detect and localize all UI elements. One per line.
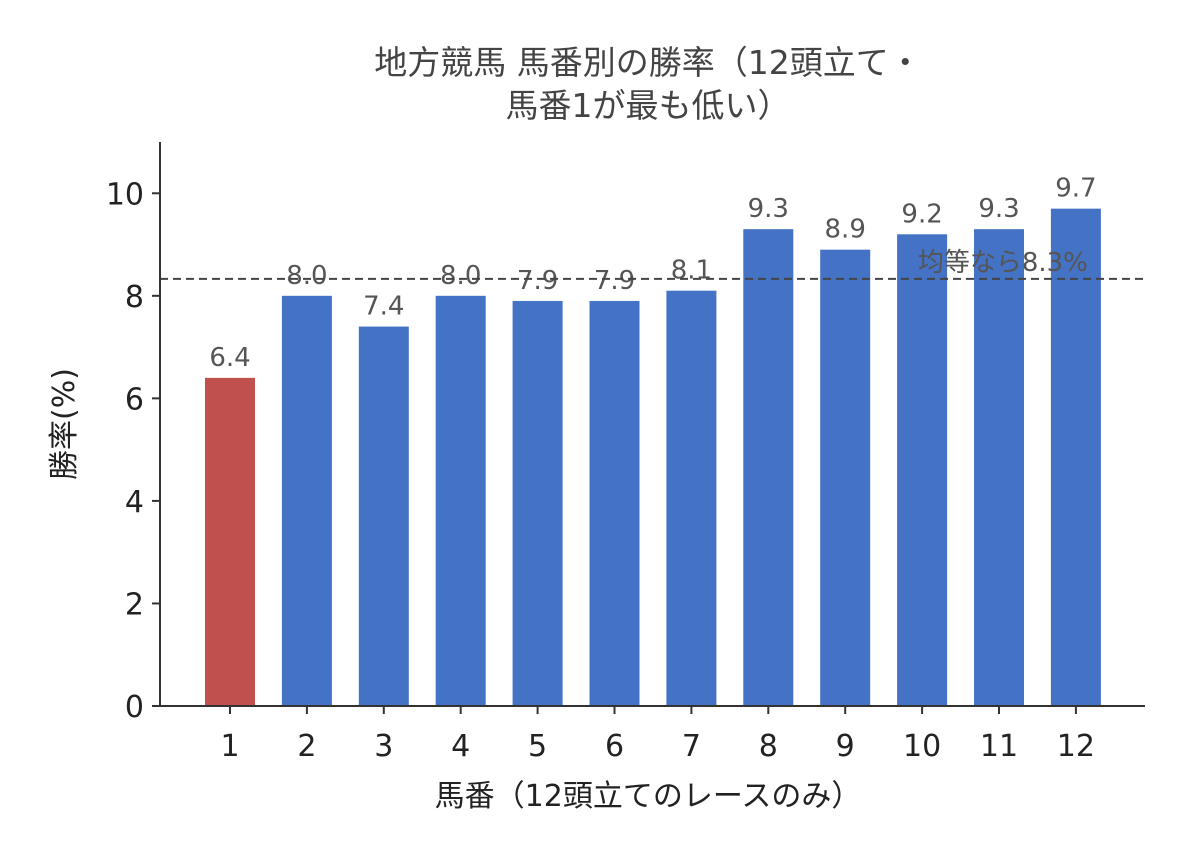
data-label-11: 9.3 xyxy=(978,194,1019,224)
data-label-2: 8.0 xyxy=(286,261,327,291)
x-tick-label-10: 10 xyxy=(903,729,941,764)
bar-8 xyxy=(743,229,794,706)
data-label-5: 7.9 xyxy=(517,266,558,296)
chart-title-line-2: 馬番1が最も低い） xyxy=(506,86,791,125)
x-tick-label-7: 7 xyxy=(682,729,701,764)
data-label-4: 8.0 xyxy=(440,261,481,291)
y-tick-label-2: 2 xyxy=(125,587,144,622)
y-tick-label-4: 4 xyxy=(125,485,144,520)
y-tick-label-0: 0 xyxy=(125,690,144,725)
data-label-9: 8.9 xyxy=(825,215,866,245)
x-tick-label-2: 2 xyxy=(297,729,316,764)
bar-9 xyxy=(820,249,871,706)
data-label-8: 9.3 xyxy=(748,194,789,224)
x-tick-label-12: 12 xyxy=(1057,729,1095,764)
y-tick-label-10: 10 xyxy=(106,177,144,212)
x-tick-label-6: 6 xyxy=(605,729,624,764)
data-label-12: 9.7 xyxy=(1055,174,1096,204)
y-axis-label: 勝率(%) xyxy=(47,368,82,480)
x-tick-label-3: 3 xyxy=(374,729,393,764)
y-tick-label-8: 8 xyxy=(125,280,144,315)
bar-series xyxy=(205,208,1101,707)
reference-line-label: 均等なら8.3% xyxy=(918,248,1088,278)
bar-7 xyxy=(666,290,717,706)
bar-5 xyxy=(512,300,563,706)
bar-3 xyxy=(358,326,409,706)
y-tick-label-6: 6 xyxy=(125,382,144,417)
x-tick-label-4: 4 xyxy=(451,729,470,764)
bar-4 xyxy=(435,295,486,706)
bar-12 xyxy=(1050,208,1101,706)
data-label-10: 9.2 xyxy=(901,199,942,229)
x-tick-label-11: 11 xyxy=(980,729,1018,764)
bar-11 xyxy=(974,229,1024,706)
x-axis-ticks: 1 2 3 4 5 6 7 8 9 10 11 12 xyxy=(220,706,1095,764)
data-labels: 6.4 8.0 7.4 8.0 7.9 7.9 8.1 9.3 8.9 9.2 9.3 9.7 xyxy=(209,174,1096,373)
bar-6 xyxy=(589,300,640,706)
bar-2 xyxy=(281,295,332,706)
x-tick-label-8: 8 xyxy=(759,729,778,764)
y-axis-ticks: 0 2 4 6 8 10 xyxy=(106,177,160,725)
bar-1 xyxy=(205,377,255,706)
x-tick-label-9: 9 xyxy=(836,729,855,764)
data-label-3: 7.4 xyxy=(363,292,404,322)
data-label-7: 8.1 xyxy=(671,256,712,286)
chart-title-line-1: 地方競馬 馬番別の勝率（12頭立て・ xyxy=(374,43,921,82)
data-label-6: 7.9 xyxy=(594,266,635,296)
data-label-1: 6.4 xyxy=(209,343,250,373)
x-tick-label-5: 5 xyxy=(528,729,547,764)
x-axis-label: 馬番（12頭立てのレースのみ） xyxy=(435,779,862,814)
x-tick-label-1: 1 xyxy=(220,729,239,764)
bar-10 xyxy=(897,234,948,707)
